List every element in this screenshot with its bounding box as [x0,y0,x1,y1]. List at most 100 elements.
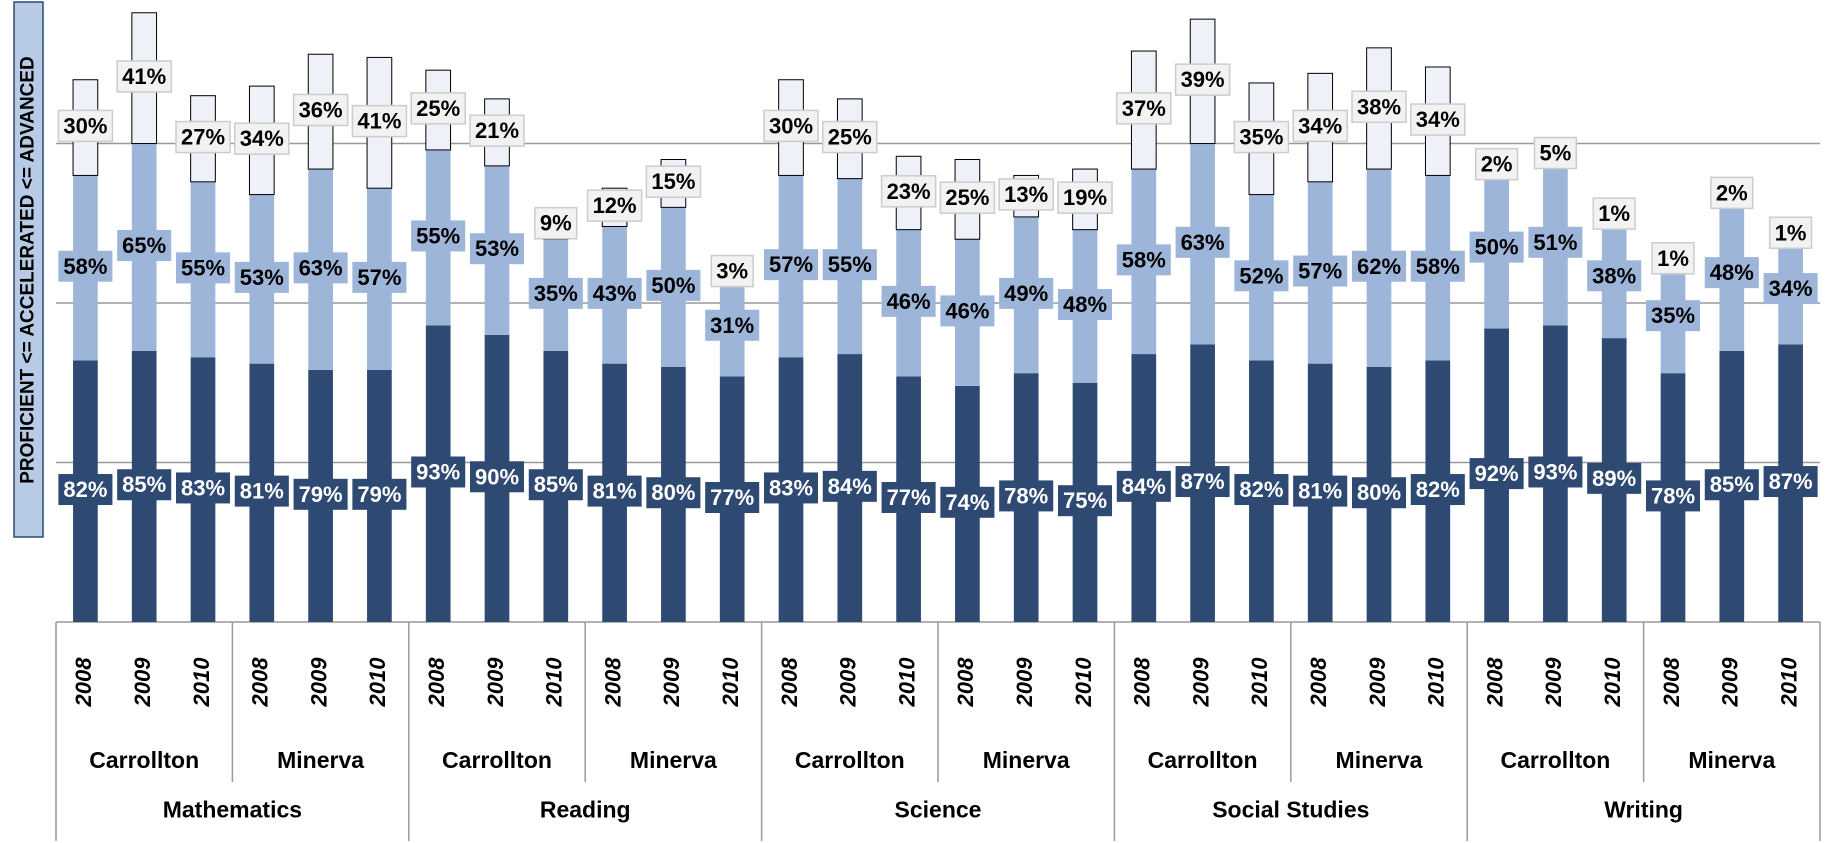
x-tick-label: 2010 [1424,657,1449,708]
label-box [999,480,1054,512]
label-box [1116,92,1172,125]
label-box [352,478,407,510]
x-tick-label: 2010 [189,657,214,708]
label-box [528,469,583,501]
data-label: 36% [299,97,343,122]
label-box [117,230,172,262]
data-label: 35% [534,281,578,306]
data-label: 12% [593,193,637,218]
data-label: 83% [769,475,813,500]
label-box [1175,226,1230,258]
data-label: 34% [1769,276,1813,301]
label-box [1234,474,1289,506]
data-label: 51% [1533,230,1577,255]
label-box [175,252,231,284]
data-label: 41% [357,109,401,134]
data-label: 50% [651,273,695,298]
data-label: 93% [416,459,460,484]
data-label: 57% [357,265,401,290]
data-label: 1% [1598,201,1630,226]
label-box [1351,477,1407,509]
label-box [116,60,172,93]
data-label: 57% [1298,259,1342,284]
data-label: 55% [181,255,225,280]
label-box [1234,260,1289,292]
data-label: 85% [1710,472,1754,497]
data-label: 79% [299,482,343,507]
label-box [292,93,349,127]
x-tick-label: 2009 [1012,657,1037,708]
y-label-box [13,1,44,538]
data-label: 25% [945,185,989,210]
data-label: 13% [1004,182,1048,207]
y-axis-label: PROFICIENT <= ACCELERATED <= ADVANCED [18,56,39,484]
data-label: 49% [1004,281,1048,306]
label-box [1474,147,1519,181]
data-label: 3% [716,259,748,284]
label-box [1533,136,1578,170]
data-label: 53% [475,236,519,261]
label-box [410,92,466,125]
data-label: 2% [1481,152,1513,177]
label-box [175,472,231,504]
label-box [1528,226,1583,258]
district-label: Carrollton [1148,747,1258,773]
x-tick-label: 2008 [1482,657,1507,708]
x-tick-label: 2009 [483,657,508,708]
x-tick-label: 2010 [1247,657,1272,708]
data-label: 39% [1181,67,1225,92]
label-box [1116,470,1171,502]
label-box [1469,458,1524,490]
data-label: 53% [240,265,284,290]
label-box [1651,242,1695,275]
label-box [534,206,578,240]
label-box [411,456,466,488]
label-box [469,114,525,147]
label-box [940,486,995,518]
label-box [645,165,702,198]
data-label: 58% [63,254,107,279]
data-label: 87% [1181,469,1225,494]
district-label: Minerva [983,747,1070,773]
label-box [998,178,1054,211]
label-box [293,252,348,284]
x-tick-label: 2009 [836,657,861,708]
x-tick-label: 2010 [718,657,743,708]
label-box [1704,257,1759,289]
data-label: 62% [1357,254,1401,279]
label-box [1469,231,1524,263]
data-label: 37% [1122,96,1166,121]
label-box [1645,480,1701,512]
data-label: 30% [769,113,813,138]
data-label: 75% [1063,488,1107,513]
data-label: 82% [1416,477,1460,502]
label-box [234,261,289,293]
district-label: Carrollton [795,747,905,773]
data-label: 38% [1357,94,1401,119]
data-label: 87% [1769,469,1813,494]
x-tick-label: 2009 [1541,657,1566,708]
label-box [1292,109,1348,143]
label-box [1293,475,1348,507]
label-box [710,254,754,288]
district-label: Carrollton [442,747,552,773]
label-box [1710,176,1754,210]
x-tick-label: 2008 [71,657,96,708]
subject-label: Social Studies [1212,797,1369,823]
data-label: 85% [122,472,166,497]
label-box [705,309,760,341]
label-box [822,120,878,154]
x-tick-label: 2008 [600,657,625,708]
x-tick-label: 2008 [248,657,273,708]
data-label: 1% [1775,220,1807,245]
x-tick-label: 2008 [1659,657,1684,708]
label-box [1410,103,1466,136]
data-label: 5% [1540,141,1572,166]
label-box [352,261,407,293]
label-box [1592,197,1636,230]
label-box [880,175,937,208]
x-tick-label: 2010 [365,657,390,708]
x-tick-label: 2009 [659,657,684,708]
data-label: 82% [1239,477,1283,502]
